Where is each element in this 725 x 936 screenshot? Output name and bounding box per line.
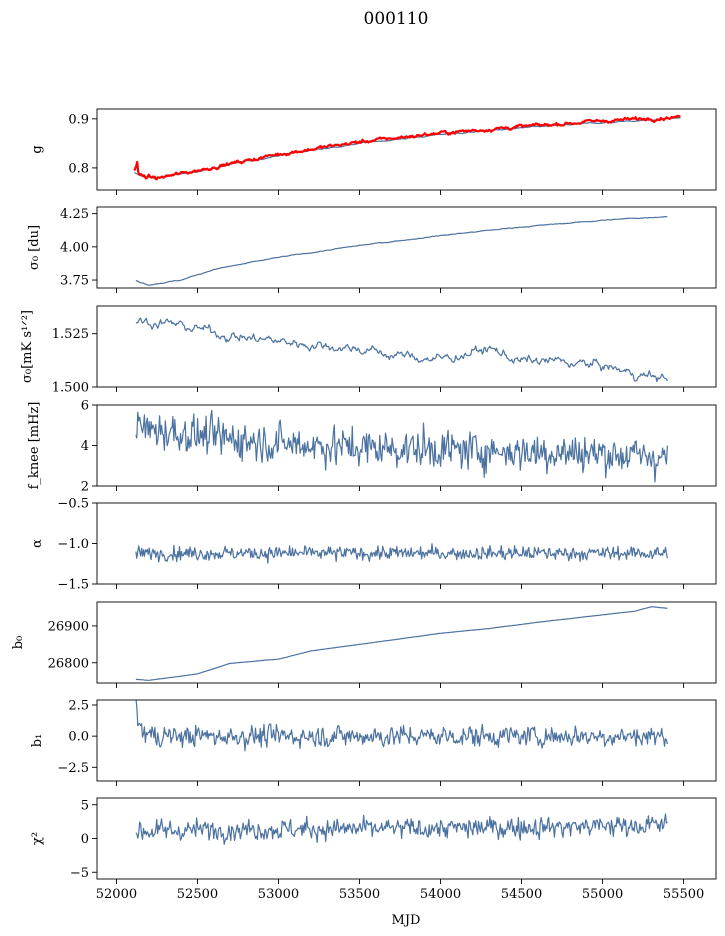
y-tick-label-sigma0-du: 4.25	[60, 207, 89, 222]
y-tick-label-alpha: −0.5	[57, 497, 89, 512]
panel-frame-g	[96, 108, 717, 191]
panel-frame-alpha	[96, 502, 717, 585]
panel-series-group-fknee	[135, 409, 668, 483]
panel-fknee: 2 4 6 f_knee [mHz]	[27, 399, 717, 495]
panel-b1: −2.5 0.0 2.5 b₁	[30, 698, 717, 786]
x-tick-label: 55500	[663, 887, 704, 902]
panel-sigma0-mks: 1.500 1.525 σ₀[mK s¹ᐟ²]	[20, 305, 717, 396]
panel-series-group-sigma0-du	[135, 216, 668, 286]
panel-b0: 26800 26900 b₀	[11, 601, 717, 688]
figure-title: 000110	[364, 9, 429, 29]
y-tick-label-sigma0-du: 4.00	[60, 240, 89, 255]
panel-sigma0-du: 3.75 4.00 4.25 σ₀ [du]	[27, 206, 717, 293]
y-tick-label-b0: 26900	[48, 619, 89, 634]
y-tick-label-fknee: 2	[81, 480, 89, 495]
y-tick-label-b1: 0.0	[68, 730, 89, 745]
series-line-sigma0-du-0	[135, 216, 668, 286]
series-line-b0-0	[135, 606, 668, 681]
panel-series-group-chi2	[135, 813, 668, 845]
y-axis-label-sigma0-mks: σ₀[mK s¹ᐟ²]	[20, 310, 35, 383]
y-tick-label-sigma0-mks: 1.500	[52, 381, 89, 396]
series-line-g-1	[133, 114, 681, 181]
y-axis-label-g: g	[30, 145, 45, 153]
y-tick-label-chi2: −5	[70, 866, 89, 881]
x-tick-label: 52000	[96, 887, 137, 902]
series-line-alpha-0	[135, 543, 668, 564]
panel-frame-b1	[96, 699, 717, 782]
panel-series-group-g	[133, 114, 681, 181]
y-axis-label-sigma0-du: σ₀ [du]	[27, 225, 42, 270]
x-tick-label: 54500	[501, 887, 542, 902]
series-line-b1-0	[135, 700, 668, 752]
panel-series-group-b1	[135, 700, 668, 752]
panel-g: 0.8 0.9 g	[30, 108, 717, 195]
y-tick-label-sigma0-mks: 1.525	[52, 327, 89, 342]
panel-series-group-b0	[135, 606, 668, 681]
y-axis-label-alpha: α	[30, 539, 45, 548]
series-line-chi2-0	[135, 813, 668, 845]
y-tick-label-sigma0-du: 3.75	[60, 274, 89, 289]
panel-frame-chi2	[96, 797, 717, 880]
panel-alpha: −1.5 −1.0 −0.5 α	[30, 497, 717, 593]
x-axis-label: MJD	[392, 913, 421, 928]
y-tick-label-alpha: −1.0	[57, 537, 89, 552]
y-tick-label-b1: 2.5	[68, 698, 89, 713]
y-axis-label-b1: b₁	[30, 734, 45, 748]
y-axis-label-chi2: χ²	[30, 832, 45, 845]
y-tick-label-chi2: 5	[81, 798, 89, 813]
y-tick-label-b1: −2.5	[57, 761, 89, 776]
panel-frame-sigma0-mks	[96, 305, 717, 388]
panel-frame-b0	[96, 601, 717, 684]
x-tick-label: 52500	[177, 887, 218, 902]
series-line-fknee-0	[135, 409, 668, 483]
y-tick-label-fknee: 6	[81, 399, 89, 414]
y-axis-label-b0: b₀	[11, 636, 26, 650]
y-tick-label-alpha: −1.5	[57, 578, 89, 593]
series-line-sigma0-mks-0	[135, 317, 668, 383]
y-tick-label-b0: 26800	[48, 656, 89, 671]
panel-series-group-alpha	[135, 543, 668, 564]
y-tick-label-fknee: 4	[81, 439, 89, 454]
x-tick-label: 54000	[420, 887, 461, 902]
panels-group: 0.8 0.9 g 3.75 4.00 4.25 σ₀ [du] 1.500 1.525 σ₀[m…	[11, 108, 717, 902]
y-tick-label-g: 0.9	[68, 112, 89, 127]
y-tick-label-chi2: 0	[81, 832, 89, 847]
panel-frame-sigma0-du	[96, 206, 717, 289]
panel-chi2: −5 0 5 52000 52500 53000 53500 54000 54500 55000 5…	[30, 797, 717, 902]
x-tick-label: 53000	[258, 887, 299, 902]
x-tick-label: 53500	[339, 887, 380, 902]
y-tick-label-g: 0.8	[68, 161, 89, 176]
y-axis-label-fknee: f_knee [mHz]	[27, 402, 42, 490]
panel-series-group-sigma0-mks	[135, 317, 668, 383]
x-tick-label: 55000	[582, 887, 623, 902]
